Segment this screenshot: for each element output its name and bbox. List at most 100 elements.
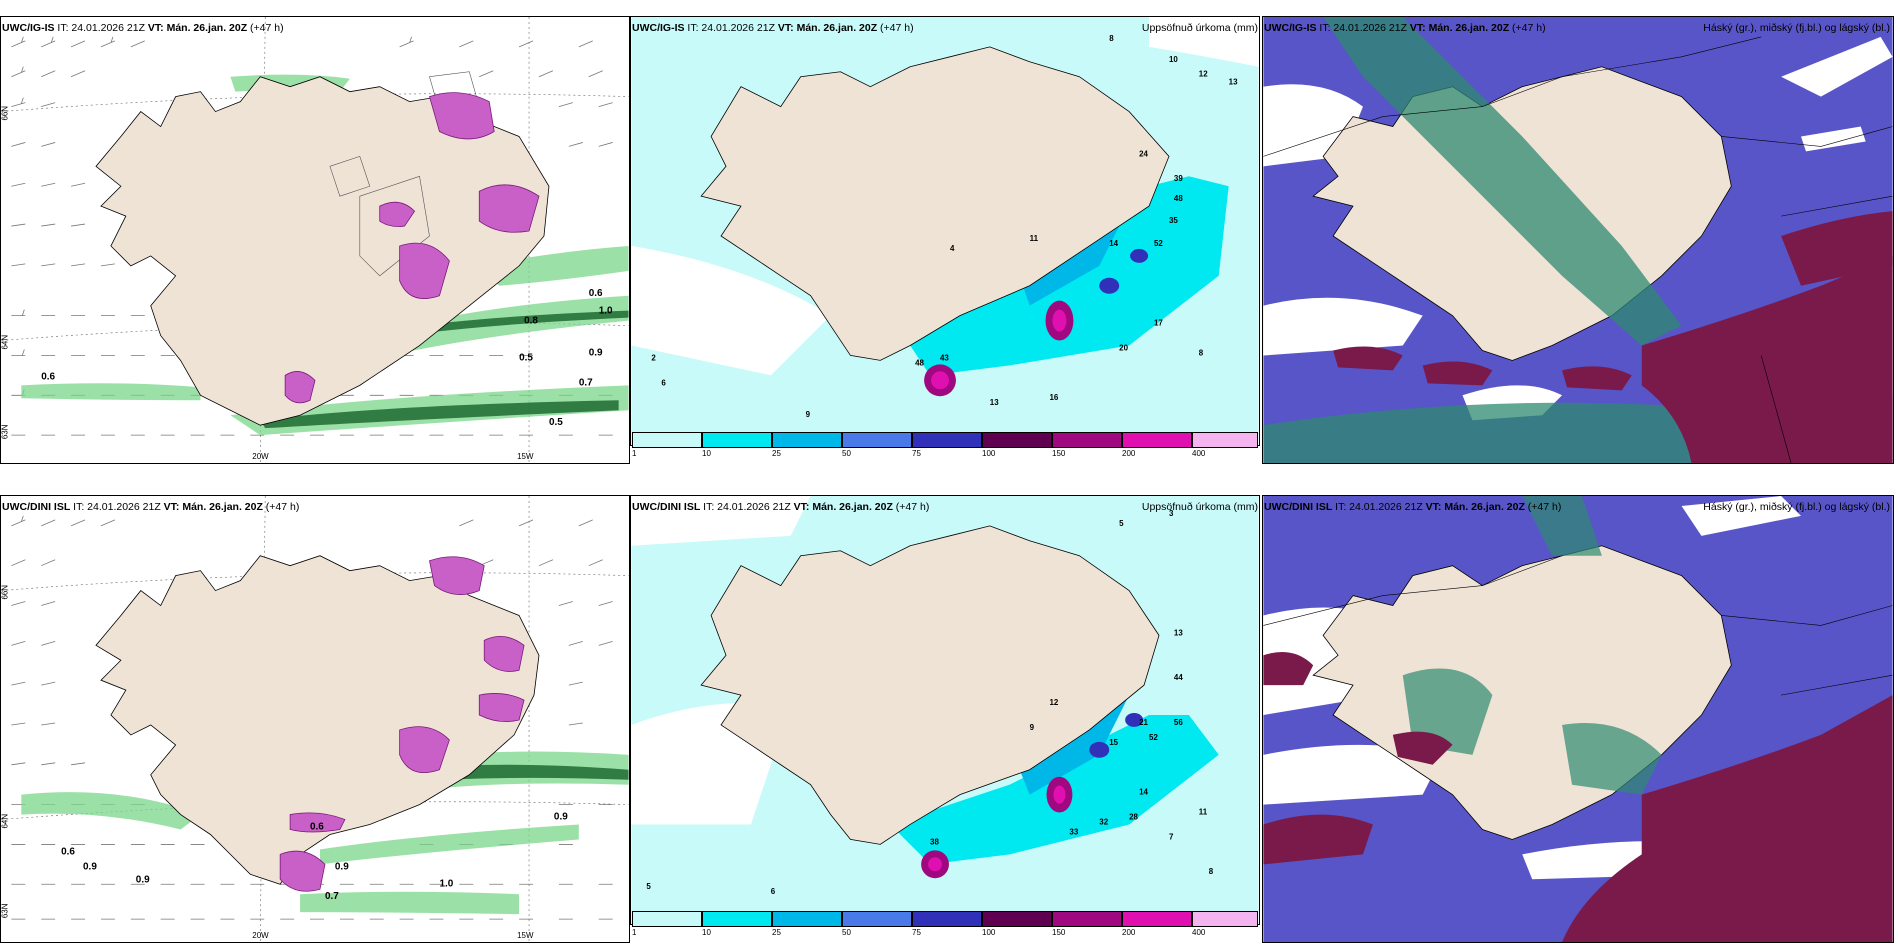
lon-label: 15W bbox=[517, 452, 534, 461]
precip-value-label: 1.0 bbox=[599, 306, 613, 317]
init-time: IT: 24.01.2026 21Z bbox=[57, 22, 145, 34]
colorbar-tick: 10 bbox=[702, 449, 711, 458]
precip-value-label: 0.6 bbox=[61, 846, 75, 857]
colorbar-tick: 150 bbox=[1052, 449, 1066, 458]
valid-time: Mán. 26.jan. 20Z bbox=[796, 22, 878, 34]
cloud-title: Háský (gr.), miðský (fj.bl.) og lágský (… bbox=[1703, 501, 1890, 513]
precip-value-label: 44 bbox=[1174, 673, 1183, 682]
wind-map-row1: 0.6 0.5 0.8 1.0 0.6 0.9 0.7 0.5 66N 64N … bbox=[1, 17, 629, 463]
model-name: UWC/IG-IS bbox=[632, 22, 685, 34]
header-wind-row2: UWC/DINI ISL IT: 24.01.2026 21Z VT: Mán.… bbox=[2, 499, 632, 515]
colorbar-cell bbox=[912, 432, 982, 448]
colorbar-tick: 1 bbox=[632, 928, 637, 937]
init-time: IT: 24.01.2026 21Z bbox=[687, 22, 775, 34]
precip-map-row1: 8 10 12 13 24 39 48 52 35 14 11 4 43 48 … bbox=[631, 17, 1259, 445]
colorbar-cell bbox=[1192, 911, 1258, 927]
colorbar-tick: 25 bbox=[772, 928, 781, 937]
lon-label: 15W bbox=[517, 931, 534, 940]
precip-value-label: 48 bbox=[1174, 194, 1183, 203]
precip-value-label: 13 bbox=[1229, 78, 1238, 87]
precip-value-label: 0.6 bbox=[310, 822, 324, 833]
lead-time: (+47 h) bbox=[250, 22, 284, 34]
precip-value-label: 52 bbox=[1154, 239, 1163, 248]
precip-value-label: 38 bbox=[930, 837, 939, 846]
precip-value-label: 5 bbox=[1119, 519, 1124, 528]
colorbar-tick: 100 bbox=[982, 449, 996, 458]
lead-time: (+47 h) bbox=[1527, 501, 1562, 513]
cloud-map-row1 bbox=[1263, 17, 1893, 463]
colorbar-cell bbox=[1122, 432, 1192, 448]
iceland-land bbox=[95, 555, 540, 885]
valid-time-label: VT: bbox=[793, 501, 810, 513]
model-name: UWC/DINI ISL bbox=[1264, 501, 1333, 513]
valid-time-label: VT: bbox=[1425, 501, 1442, 513]
precip-title: Uppsöfnuð úrkoma (mm) bbox=[1141, 501, 1258, 513]
init-time: IT: 24.01.2026 21Z bbox=[1335, 501, 1423, 513]
iceland-land bbox=[700, 46, 1170, 361]
init-time: IT: 24.01.2026 21Z bbox=[703, 501, 791, 513]
lead-time: (+47 h) bbox=[880, 22, 914, 34]
cloud-map-row2 bbox=[1263, 496, 1893, 942]
precip-value-label: 8 bbox=[1199, 348, 1204, 357]
init-time: IT: 24.01.2026 21Z bbox=[73, 501, 161, 513]
precip-value-label: 10 bbox=[1169, 55, 1178, 64]
lat-label: 64N bbox=[1, 814, 9, 829]
precip-value-label: 0.7 bbox=[579, 377, 593, 388]
precip-value-label: 12 bbox=[1199, 70, 1208, 79]
precip-value-label: 4 bbox=[950, 244, 955, 253]
colorbar-tick: 150 bbox=[1052, 928, 1066, 937]
lead-time: (+47 h) bbox=[265, 501, 300, 513]
lat-label: 63N bbox=[1, 424, 9, 439]
high-cloud-band bbox=[1323, 17, 1682, 346]
colorbar-tick: 50 bbox=[842, 449, 851, 458]
lead-time: (+47 h) bbox=[1512, 22, 1546, 34]
precip-value-label: 0.9 bbox=[83, 861, 97, 872]
precip-value-label: 7 bbox=[1169, 832, 1174, 841]
colorbar-tick: 100 bbox=[982, 928, 996, 937]
colorbar-cell bbox=[1052, 432, 1122, 448]
colorbar-cell bbox=[1052, 911, 1122, 927]
colorbar-cell bbox=[772, 432, 842, 448]
colorbar-cell bbox=[632, 432, 702, 448]
precip-value-label: 35 bbox=[1169, 216, 1178, 225]
header-cloud-row2: UWC/DINI ISL IT: 24.01.2026 21Z VT: Mán.… bbox=[1264, 499, 1894, 515]
precip-value-label: 21 bbox=[1139, 718, 1148, 727]
colorbar-row2: 1 10 25 50 75 100 150 200 400 bbox=[630, 911, 1260, 937]
colorbar-cell bbox=[772, 911, 842, 927]
precip-value-label: 43 bbox=[940, 353, 949, 362]
init-time: IT: 24.01.2026 21Z bbox=[1319, 22, 1407, 34]
colorbar-cell bbox=[982, 911, 1052, 927]
iceland-land bbox=[95, 76, 550, 426]
iceland-land bbox=[700, 525, 1160, 845]
header-wind-row1: UWC/IG-IS IT: 24.01.2026 21Z VT: Mán. 26… bbox=[2, 20, 632, 36]
valid-time: Mán. 26.jan. 20Z bbox=[812, 501, 893, 513]
precip-value-label: 28 bbox=[1129, 812, 1138, 821]
precip-value-label: 3 bbox=[1169, 509, 1174, 518]
precip-value-label: 9 bbox=[1030, 723, 1035, 732]
precip-value-label: 6 bbox=[661, 378, 666, 387]
lat-label: 66N bbox=[1, 585, 9, 600]
valid-time: Mán. 26.jan. 20Z bbox=[166, 22, 248, 34]
precip-value-label: 0.9 bbox=[589, 347, 603, 358]
colorbar-tick: 75 bbox=[912, 449, 921, 458]
precip-value-label: 11 bbox=[1199, 808, 1208, 817]
precip-value-label: 20 bbox=[1119, 343, 1128, 352]
precip-value-label: 48 bbox=[915, 358, 924, 367]
precip-value-label: 39 bbox=[1174, 174, 1183, 183]
lead-time: (+47 h) bbox=[895, 501, 930, 513]
colorbar-cell bbox=[842, 911, 912, 927]
precip-panel-row2: 5 3 13 44 56 52 21 15 12 9 38 33 32 28 1… bbox=[630, 495, 1260, 925]
precip-value-label: 8 bbox=[1109, 34, 1114, 43]
valid-time-label: VT: bbox=[777, 22, 794, 34]
valid-time-label: VT: bbox=[147, 22, 164, 34]
precip-value-label: 1.0 bbox=[439, 878, 453, 889]
precip-value-label: 56 bbox=[1174, 718, 1183, 727]
precip-value-label: 16 bbox=[1050, 393, 1059, 402]
colorbar-tick: 200 bbox=[1122, 449, 1136, 458]
cloud-panel-row1 bbox=[1262, 16, 1894, 464]
precip-value-label: 0.5 bbox=[549, 417, 563, 428]
precip-value-label: 24 bbox=[1139, 149, 1148, 158]
colorbar-tick: 1 bbox=[632, 449, 637, 458]
precip-value-label: 12 bbox=[1050, 698, 1059, 707]
precip-panel-row1: 8 10 12 13 24 39 48 52 35 14 11 4 43 48 … bbox=[630, 16, 1260, 446]
